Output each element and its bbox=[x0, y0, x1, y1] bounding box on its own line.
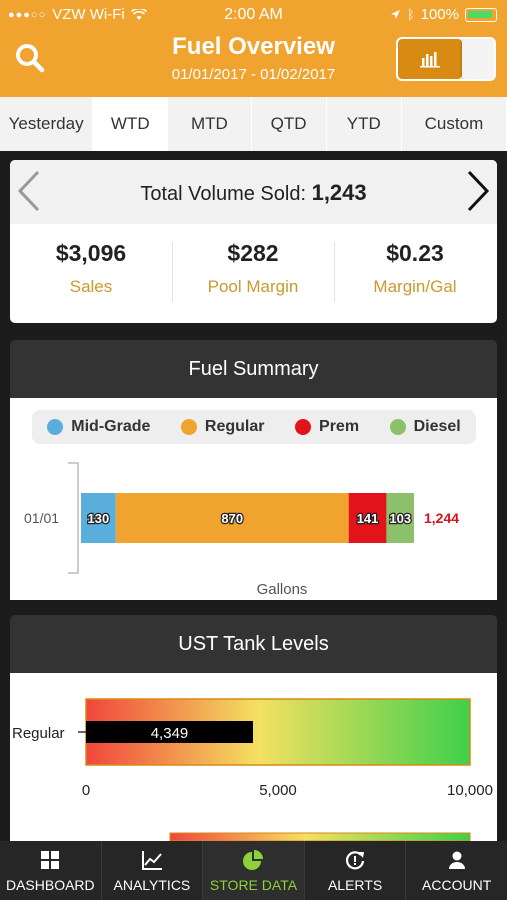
data-label: 103 bbox=[389, 511, 411, 526]
app-header: ●●●○○ VZW Wi-Fi 2:00 AM ᛒ 100% Fuel Over… bbox=[0, 0, 507, 97]
total-label: 1,244 bbox=[424, 510, 459, 526]
divider bbox=[172, 242, 173, 302]
y-tick-label: 01/01 bbox=[24, 510, 59, 526]
y-axis-line bbox=[68, 462, 79, 574]
data-label: 870 bbox=[221, 511, 243, 526]
stat-sales: $3,096 Sales bbox=[10, 240, 172, 297]
search-icon[interactable] bbox=[14, 42, 46, 74]
nav-analytics[interactable]: ANALYTICS bbox=[102, 841, 204, 900]
divider bbox=[334, 242, 335, 302]
chart-line-icon bbox=[141, 850, 162, 870]
nav-store-data[interactable]: STORE DATA bbox=[203, 841, 305, 900]
fuel-summary-panel: Mid-Grade Regular Prem Diesel 01/01 130 87… bbox=[10, 398, 497, 600]
legend-dot bbox=[47, 419, 64, 435]
chevron-left-icon[interactable] bbox=[14, 166, 44, 216]
chart-view-toggle[interactable] bbox=[396, 37, 496, 81]
person-icon bbox=[448, 851, 465, 869]
nav-label: DASHBOARD bbox=[5, 876, 95, 893]
stat-pool-margin-value: $282 bbox=[227, 240, 279, 266]
clock: 2:00 AM bbox=[224, 6, 283, 23]
wifi-icon bbox=[130, 8, 147, 20]
nav-dashboard[interactable]: DASHBOARD bbox=[0, 841, 102, 900]
legend-dot bbox=[180, 419, 197, 435]
bar-segment bbox=[348, 493, 387, 543]
tab-custom[interactable]: Custom bbox=[401, 97, 507, 151]
total-volume: Total Volume Sold: 1,243 bbox=[10, 180, 497, 206]
nav-label: ALERTS bbox=[327, 876, 383, 893]
period-tabs: Yesterday WTD MTD QTD YTD Custom bbox=[0, 97, 507, 151]
x-tick-label: 10,000 bbox=[447, 782, 493, 799]
signal-icon: ●●●○○ bbox=[8, 8, 47, 21]
legend-label: Mid-Grade bbox=[71, 418, 151, 435]
grid-icon bbox=[41, 850, 60, 869]
legend-item[interactable]: Mid-Grade bbox=[47, 418, 150, 436]
stat-margin-gal-label: Margin/Gal bbox=[373, 277, 457, 296]
legend-dot bbox=[295, 419, 312, 435]
tab-ytd[interactable]: YTD bbox=[326, 97, 402, 151]
stat-margin-gal: $0.23 Margin/Gal bbox=[334, 240, 496, 297]
bar-segment bbox=[386, 493, 414, 543]
stat-pool-margin: $282 Pool Margin bbox=[172, 240, 334, 297]
tab-mtd[interactable]: MTD bbox=[168, 97, 252, 151]
stat-margin-gal-value: $0.23 bbox=[386, 240, 444, 266]
bluetooth-icon: ᛒ bbox=[406, 7, 415, 22]
stat-sales-label: Sales bbox=[69, 277, 113, 296]
pie-chart-icon bbox=[243, 849, 264, 870]
y-tick-label: Regular bbox=[12, 725, 65, 742]
carrier-label: VZW Wi-Fi bbox=[52, 6, 125, 23]
legend-item[interactable]: Regular bbox=[180, 418, 265, 436]
chevron-right-icon[interactable] bbox=[463, 166, 493, 216]
nav-alerts[interactable]: ALERTS bbox=[305, 841, 407, 900]
x-tick-label: 0 bbox=[82, 782, 90, 799]
volume-card: Total Volume Sold: 1,243 $3,096 Sales $2… bbox=[10, 160, 497, 323]
stat-sales-value: $3,096 bbox=[55, 240, 127, 266]
gauge-background bbox=[169, 832, 471, 841]
stat-pool-margin-label: Pool Margin bbox=[207, 277, 299, 296]
legend-label: Diesel bbox=[413, 418, 461, 435]
bar-chart-icon bbox=[420, 52, 440, 68]
tab-yesterday[interactable]: Yesterday bbox=[0, 97, 94, 151]
bar-segment bbox=[115, 493, 349, 543]
toggle-on-segment bbox=[398, 39, 462, 79]
tab-qtd[interactable]: QTD bbox=[251, 97, 327, 151]
date-range[interactable]: 01/01/2017 - 01/02/2017 bbox=[171, 66, 336, 83]
x-axis-label: Gallons bbox=[257, 581, 308, 598]
location-icon bbox=[390, 10, 400, 19]
nav-label: ACCOUNT bbox=[422, 876, 492, 893]
gauge-value-bar bbox=[86, 721, 254, 743]
fuel-summary-header: Fuel Summary bbox=[10, 340, 497, 398]
fuel-summary-chart: 01/01 130 870 141 103 1,244 Gallons bbox=[24, 462, 459, 598]
toggle-knob[interactable] bbox=[462, 39, 494, 79]
alert-refresh-icon bbox=[346, 850, 365, 869]
bottom-nav: DASHBOARD ANALYTICS STORE DATA ALERTS AC… bbox=[0, 841, 507, 900]
legend-label: Regular bbox=[204, 418, 265, 435]
ust-tank-header: UST Tank Levels bbox=[10, 615, 497, 673]
nav-account[interactable]: ACCOUNT bbox=[406, 841, 507, 900]
status-bar: ●●●○○ VZW Wi-Fi 2:00 AM ᛒ 100% bbox=[0, 0, 507, 30]
battery-label: 100% bbox=[420, 6, 459, 23]
legend-label: Prem bbox=[319, 418, 360, 435]
page-title: Fuel Overview bbox=[172, 33, 335, 60]
data-label: 130 bbox=[88, 511, 110, 526]
tank-level-chart: 4,349 Regular 0 5,000 10,000 bbox=[12, 698, 493, 841]
total-volume-value: 1,243 bbox=[311, 180, 367, 205]
nav-label: ANALYTICS bbox=[113, 876, 191, 893]
legend-dot bbox=[389, 419, 406, 435]
ust-tank-panel: 4,349 Regular 0 5,000 10,000 bbox=[10, 673, 497, 841]
volume-row: Total Volume Sold: 1,243 bbox=[10, 160, 497, 224]
total-volume-label: Total Volume Sold: bbox=[140, 183, 307, 205]
legend-item[interactable]: Diesel bbox=[389, 418, 461, 436]
x-tick-label: 5,000 bbox=[259, 782, 297, 799]
tab-wtd[interactable]: WTD bbox=[93, 97, 169, 151]
bar-segment bbox=[81, 493, 116, 543]
fuel-legend: Mid-Grade Regular Prem Diesel bbox=[32, 410, 476, 444]
nav-label: STORE DATA bbox=[209, 876, 298, 893]
gauge-value-label: 4,349 bbox=[151, 725, 189, 742]
data-label: 141 bbox=[357, 511, 379, 526]
battery-icon bbox=[465, 7, 497, 22]
legend-item[interactable]: Prem bbox=[295, 418, 359, 436]
